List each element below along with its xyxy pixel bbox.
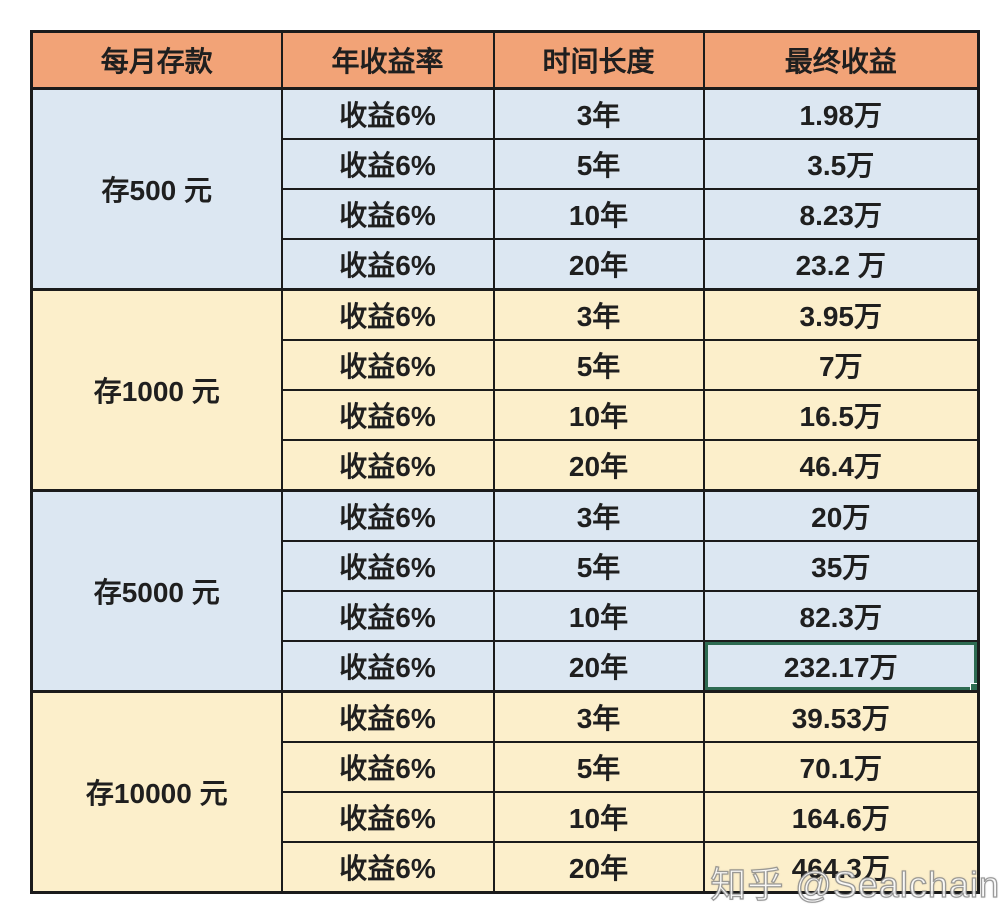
table-row: 存5000 元 收益6% 3年 20万: [30, 489, 980, 693]
duration-cell[interactable]: 5年: [492, 741, 705, 793]
deposit-cell-10000[interactable]: 存10000 元: [30, 690, 283, 894]
table-row: 收益6% 20年 23.2 万: [32, 238, 980, 291]
deposit-cell-5000[interactable]: 存5000 元: [30, 489, 283, 693]
duration-cell[interactable]: 10年: [492, 791, 705, 843]
yield-cell[interactable]: 收益6%: [280, 439, 495, 492]
yield-cell[interactable]: 收益6%: [280, 690, 495, 743]
table-row: 收益6% 10年 164.6万: [32, 791, 980, 843]
duration-cell[interactable]: 10年: [492, 389, 705, 441]
result-cell[interactable]: 464.3万: [702, 841, 980, 894]
result-cell[interactable]: 46.4万: [702, 439, 980, 492]
table-row: 存10000 元 收益6% 3年 39.53万: [30, 690, 980, 894]
duration-cell[interactable]: 5年: [492, 138, 705, 190]
header-final-return: 最终收益: [702, 30, 980, 90]
yield-cell[interactable]: 收益6%: [280, 489, 495, 542]
header-monthly-deposit: 每月存款: [30, 30, 283, 90]
header-time-length: 时间长度: [492, 30, 705, 90]
result-cell[interactable]: 164.6万: [702, 791, 980, 843]
duration-cell[interactable]: 3年: [492, 489, 705, 542]
result-cell[interactable]: 1.98万: [702, 87, 980, 140]
duration-cell[interactable]: 5年: [492, 339, 705, 391]
header-annual-yield: 年收益率: [280, 30, 495, 90]
table-row: 存500 元 收益6% 3年 1.98万: [30, 87, 980, 291]
duration-cell[interactable]: 20年: [492, 238, 705, 291]
yield-cell[interactable]: 收益6%: [280, 389, 495, 441]
table-row: 收益6% 20年 464.3万: [32, 841, 980, 894]
table-row: 收益6% 5年 70.1万: [32, 741, 980, 793]
result-cell-selected[interactable]: 232.17万: [702, 640, 980, 693]
yield-cell[interactable]: 收益6%: [280, 841, 495, 894]
duration-cell[interactable]: 10年: [492, 590, 705, 642]
yield-cell[interactable]: 收益6%: [280, 188, 495, 240]
duration-cell[interactable]: 10年: [492, 188, 705, 240]
yield-cell[interactable]: 收益6%: [280, 87, 495, 140]
duration-cell[interactable]: 3年: [492, 87, 705, 140]
yield-cell[interactable]: 收益6%: [280, 640, 495, 693]
table-row: 收益6% 5年 7万: [32, 339, 980, 391]
result-cell[interactable]: 82.3万: [702, 590, 980, 642]
yield-cell[interactable]: 收益6%: [280, 590, 495, 642]
duration-cell[interactable]: 5年: [492, 540, 705, 592]
yield-cell[interactable]: 收益6%: [280, 791, 495, 843]
savings-table: 每月存款 年收益率 时间长度 最终收益 存500 元 收益6% 3年 1.98万…: [30, 30, 980, 894]
header-row: 每月存款 年收益率 时间长度 最终收益: [30, 30, 980, 90]
yield-cell[interactable]: 收益6%: [280, 540, 495, 592]
deposit-cell-500[interactable]: 存500 元: [30, 87, 283, 291]
result-cell[interactable]: 23.2 万: [702, 238, 980, 291]
table-row: 收益6% 5年 3.5万: [32, 138, 980, 190]
result-cell[interactable]: 16.5万: [702, 389, 980, 441]
yield-cell[interactable]: 收益6%: [280, 238, 495, 291]
result-cell[interactable]: 20万: [702, 489, 980, 542]
yield-cell[interactable]: 收益6%: [280, 288, 495, 341]
result-cell[interactable]: 8.23万: [702, 188, 980, 240]
table-row: 收益6% 20年 232.17万: [32, 640, 980, 693]
duration-cell[interactable]: 3年: [492, 288, 705, 341]
result-cell[interactable]: 39.53万: [702, 690, 980, 743]
yield-cell[interactable]: 收益6%: [280, 741, 495, 793]
result-cell[interactable]: 3.5万: [702, 138, 980, 190]
duration-cell[interactable]: 20年: [492, 640, 705, 693]
yield-cell[interactable]: 收益6%: [280, 339, 495, 391]
result-cell[interactable]: 35万: [702, 540, 980, 592]
yield-cell[interactable]: 收益6%: [280, 138, 495, 190]
duration-cell[interactable]: 20年: [492, 841, 705, 894]
result-cell[interactable]: 3.95万: [702, 288, 980, 341]
duration-cell[interactable]: 3年: [492, 690, 705, 743]
table-row: 收益6% 10年 82.3万: [32, 590, 980, 642]
table-row: 收益6% 20年 46.4万: [32, 439, 980, 492]
result-cell[interactable]: 70.1万: [702, 741, 980, 793]
table-row: 收益6% 10年 16.5万: [32, 389, 980, 441]
table-row: 收益6% 10年 8.23万: [32, 188, 980, 240]
table-row: 收益6% 5年 35万: [32, 540, 980, 592]
duration-cell[interactable]: 20年: [492, 439, 705, 492]
table-row: 存1000 元 收益6% 3年 3.95万: [30, 288, 980, 492]
result-cell[interactable]: 7万: [702, 339, 980, 391]
deposit-cell-1000[interactable]: 存1000 元: [30, 288, 283, 492]
